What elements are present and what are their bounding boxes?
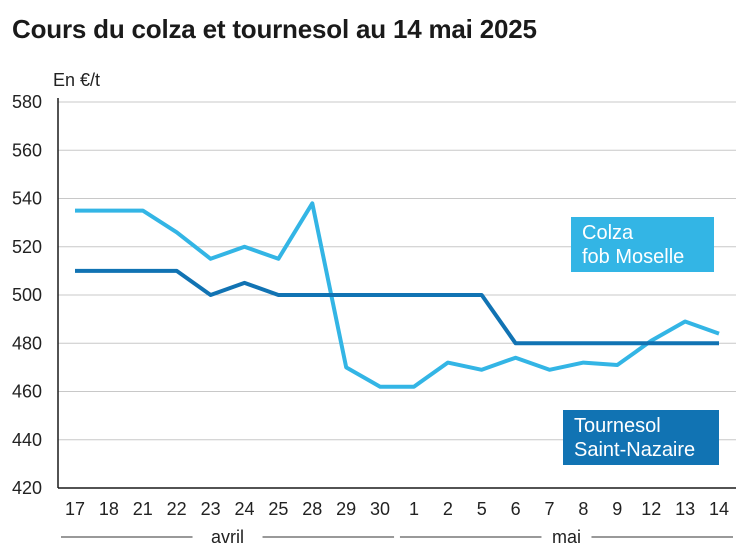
y-tick-label: 480 (12, 333, 42, 353)
y-tick-label: 540 (12, 189, 42, 209)
x-tick-label: 28 (302, 499, 322, 519)
y-tick-labels: 420 440 460 480 500 520 540 560 580 (12, 92, 42, 498)
x-tick-label: 13 (675, 499, 695, 519)
series-lines (75, 201, 720, 389)
series-line-colza (75, 201, 720, 389)
x-tick-label: 1 (409, 499, 419, 519)
legend-tournesol-line2: Saint-Nazaire (574, 439, 696, 461)
legend-colza: Colza fob Moselle (571, 217, 714, 272)
y-tick-label: 560 (12, 140, 42, 160)
x-tick-label: 22 (167, 499, 187, 519)
x-tick-label: 7 (545, 499, 555, 519)
x-tick-label: 24 (234, 499, 254, 519)
month-label: mai (552, 527, 581, 547)
x-tick-label: 23 (201, 499, 221, 519)
x-tick-label: 29 (336, 499, 356, 519)
x-tick-label: 30 (370, 499, 390, 519)
y-tick-label: 520 (12, 237, 42, 257)
x-tick-label: 18 (99, 499, 119, 519)
x-tick-label: 21 (133, 499, 153, 519)
month-brackets: avril mai (61, 527, 733, 547)
x-tick-label: 25 (268, 499, 288, 519)
x-tick-label: 12 (641, 499, 661, 519)
x-tick-label: 14 (709, 499, 729, 519)
x-tick-label: 5 (477, 499, 487, 519)
y-tick-label: 580 (12, 92, 42, 112)
y-axis-unit-label: En €/t (53, 70, 100, 90)
month-label: avril (211, 527, 244, 547)
x-tick-label: 9 (612, 499, 622, 519)
legend-tournesol-line1: Tournesol (574, 415, 661, 437)
y-tick-label: 440 (12, 430, 42, 450)
x-tick-label: 17 (65, 499, 85, 519)
y-tick-label: 460 (12, 382, 42, 402)
y-tick-label: 500 (12, 285, 42, 305)
x-tick-label: 6 (511, 499, 521, 519)
legend-tournesol: Tournesol Saint-Nazaire (563, 410, 719, 465)
x-tick-labels: 17 18 21 22 23 24 25 28 29 30 1 2 5 6 7 8 9 12 13 14 (65, 499, 729, 519)
gridlines (58, 101, 736, 489)
x-tick-label: 2 (443, 499, 453, 519)
series-line-tournesol (75, 268, 719, 346)
y-tick-label: 420 (12, 478, 42, 498)
x-tick-label: 8 (578, 499, 588, 519)
legend-colza-line2: fob Moselle (582, 246, 685, 268)
chart-title: Cours du colza et tournesol au 14 mai 20… (12, 14, 537, 44)
legend-colza-line1: Colza (582, 222, 634, 244)
